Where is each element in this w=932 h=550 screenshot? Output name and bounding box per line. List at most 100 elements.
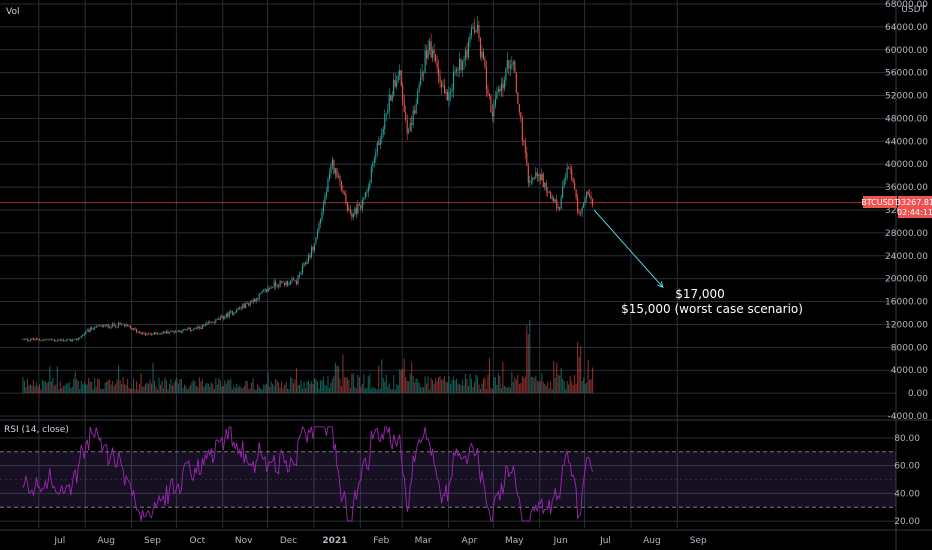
volume-bar bbox=[452, 376, 455, 394]
volume-bar bbox=[95, 386, 97, 394]
volume-bar bbox=[119, 379, 121, 394]
candle-body bbox=[249, 302, 251, 306]
date-tick-label: Mar bbox=[415, 536, 432, 546]
volume-bar bbox=[367, 376, 369, 394]
volume-bar bbox=[426, 383, 428, 394]
candle-body bbox=[505, 68, 507, 81]
volume-bar bbox=[521, 376, 523, 394]
volume-bar bbox=[339, 378, 341, 394]
candle-body bbox=[136, 329, 138, 332]
candle-body bbox=[438, 67, 440, 77]
volume-bar bbox=[569, 376, 571, 394]
candle-body bbox=[306, 261, 308, 264]
volume-bar bbox=[523, 377, 525, 394]
volume-bar bbox=[539, 380, 541, 394]
volume-bar bbox=[141, 386, 144, 394]
volume-bar bbox=[396, 384, 398, 394]
price-tick-label: 36000.00 bbox=[885, 183, 928, 193]
volume-bar bbox=[352, 373, 354, 394]
volume-bar bbox=[554, 377, 556, 394]
date-tick-label: Aug bbox=[97, 536, 115, 546]
volume-bar bbox=[509, 387, 511, 394]
candle-body bbox=[328, 173, 330, 180]
candle-body bbox=[581, 207, 583, 214]
candle-body bbox=[385, 113, 387, 115]
volume-bar bbox=[496, 384, 498, 394]
candle-body bbox=[28, 340, 30, 341]
volume-bar bbox=[349, 388, 351, 394]
candle-body bbox=[484, 58, 486, 68]
volume-bar bbox=[441, 379, 443, 394]
candle-body bbox=[140, 332, 142, 335]
volume-bar bbox=[502, 361, 504, 394]
candle-body bbox=[319, 219, 322, 224]
candle-body bbox=[554, 199, 556, 202]
candle-body bbox=[207, 322, 209, 324]
volume-bar bbox=[505, 386, 507, 394]
volume-bar bbox=[168, 383, 171, 394]
volume-bar bbox=[466, 378, 468, 394]
volume-bar bbox=[285, 382, 287, 394]
candle-body bbox=[109, 327, 111, 328]
candle-body bbox=[248, 303, 250, 306]
volume-bar bbox=[22, 377, 24, 394]
vol-label: Vol bbox=[6, 7, 19, 17]
volume-bar bbox=[191, 382, 193, 394]
volume-bar bbox=[319, 380, 322, 394]
candle-body bbox=[252, 299, 254, 303]
volume-bar bbox=[491, 389, 493, 394]
volume-bar bbox=[236, 383, 238, 394]
candle-body bbox=[342, 190, 344, 193]
volume-bar bbox=[364, 388, 366, 394]
candle-body bbox=[538, 174, 540, 176]
last-price-text: 33267.81 bbox=[896, 198, 932, 207]
volume-bar bbox=[303, 381, 305, 394]
candle-body bbox=[458, 59, 461, 70]
candle-body bbox=[408, 130, 410, 133]
candle-body bbox=[285, 281, 287, 286]
candle-body bbox=[240, 307, 242, 309]
candle-body bbox=[50, 339, 52, 340]
candle-body bbox=[324, 196, 326, 205]
candle-body bbox=[526, 152, 528, 166]
candle-body bbox=[23, 338, 25, 340]
candle-body bbox=[358, 204, 360, 206]
volume-bar bbox=[180, 379, 182, 394]
volume-bar bbox=[59, 381, 61, 394]
volume-bar bbox=[243, 386, 245, 394]
volume-bar bbox=[562, 378, 564, 394]
volume-bar bbox=[293, 383, 295, 394]
volume-bar bbox=[590, 379, 592, 394]
volume-bar bbox=[254, 389, 256, 394]
candle-body bbox=[186, 329, 188, 330]
candle-body bbox=[592, 199, 594, 206]
candle-body bbox=[325, 192, 327, 197]
volume-bar bbox=[215, 377, 217, 394]
volume-bar bbox=[176, 378, 178, 394]
volume-bar bbox=[288, 389, 290, 394]
volume-bar bbox=[315, 378, 317, 394]
candle-body bbox=[106, 324, 108, 326]
volume-bar bbox=[197, 387, 199, 394]
candle-body bbox=[80, 336, 82, 338]
candle-body bbox=[372, 162, 374, 167]
candle-body bbox=[236, 308, 238, 313]
candle-body bbox=[261, 291, 263, 294]
candle-body bbox=[414, 110, 416, 114]
volume-bar bbox=[508, 386, 510, 394]
volume-bar bbox=[354, 386, 356, 394]
volume-bar bbox=[248, 389, 250, 394]
rsi-line bbox=[22, 425, 594, 522]
forecast-arrow-head bbox=[657, 281, 664, 289]
volume-bar bbox=[361, 383, 363, 394]
volume-bar bbox=[334, 362, 336, 394]
volume-bar bbox=[260, 388, 262, 394]
candle-body bbox=[68, 339, 70, 340]
volume-bar bbox=[429, 389, 431, 394]
candle-body bbox=[162, 331, 165, 333]
candle-body bbox=[98, 325, 100, 327]
candle-body bbox=[213, 322, 215, 323]
candle-body bbox=[494, 98, 496, 106]
volume-bar bbox=[131, 388, 133, 394]
